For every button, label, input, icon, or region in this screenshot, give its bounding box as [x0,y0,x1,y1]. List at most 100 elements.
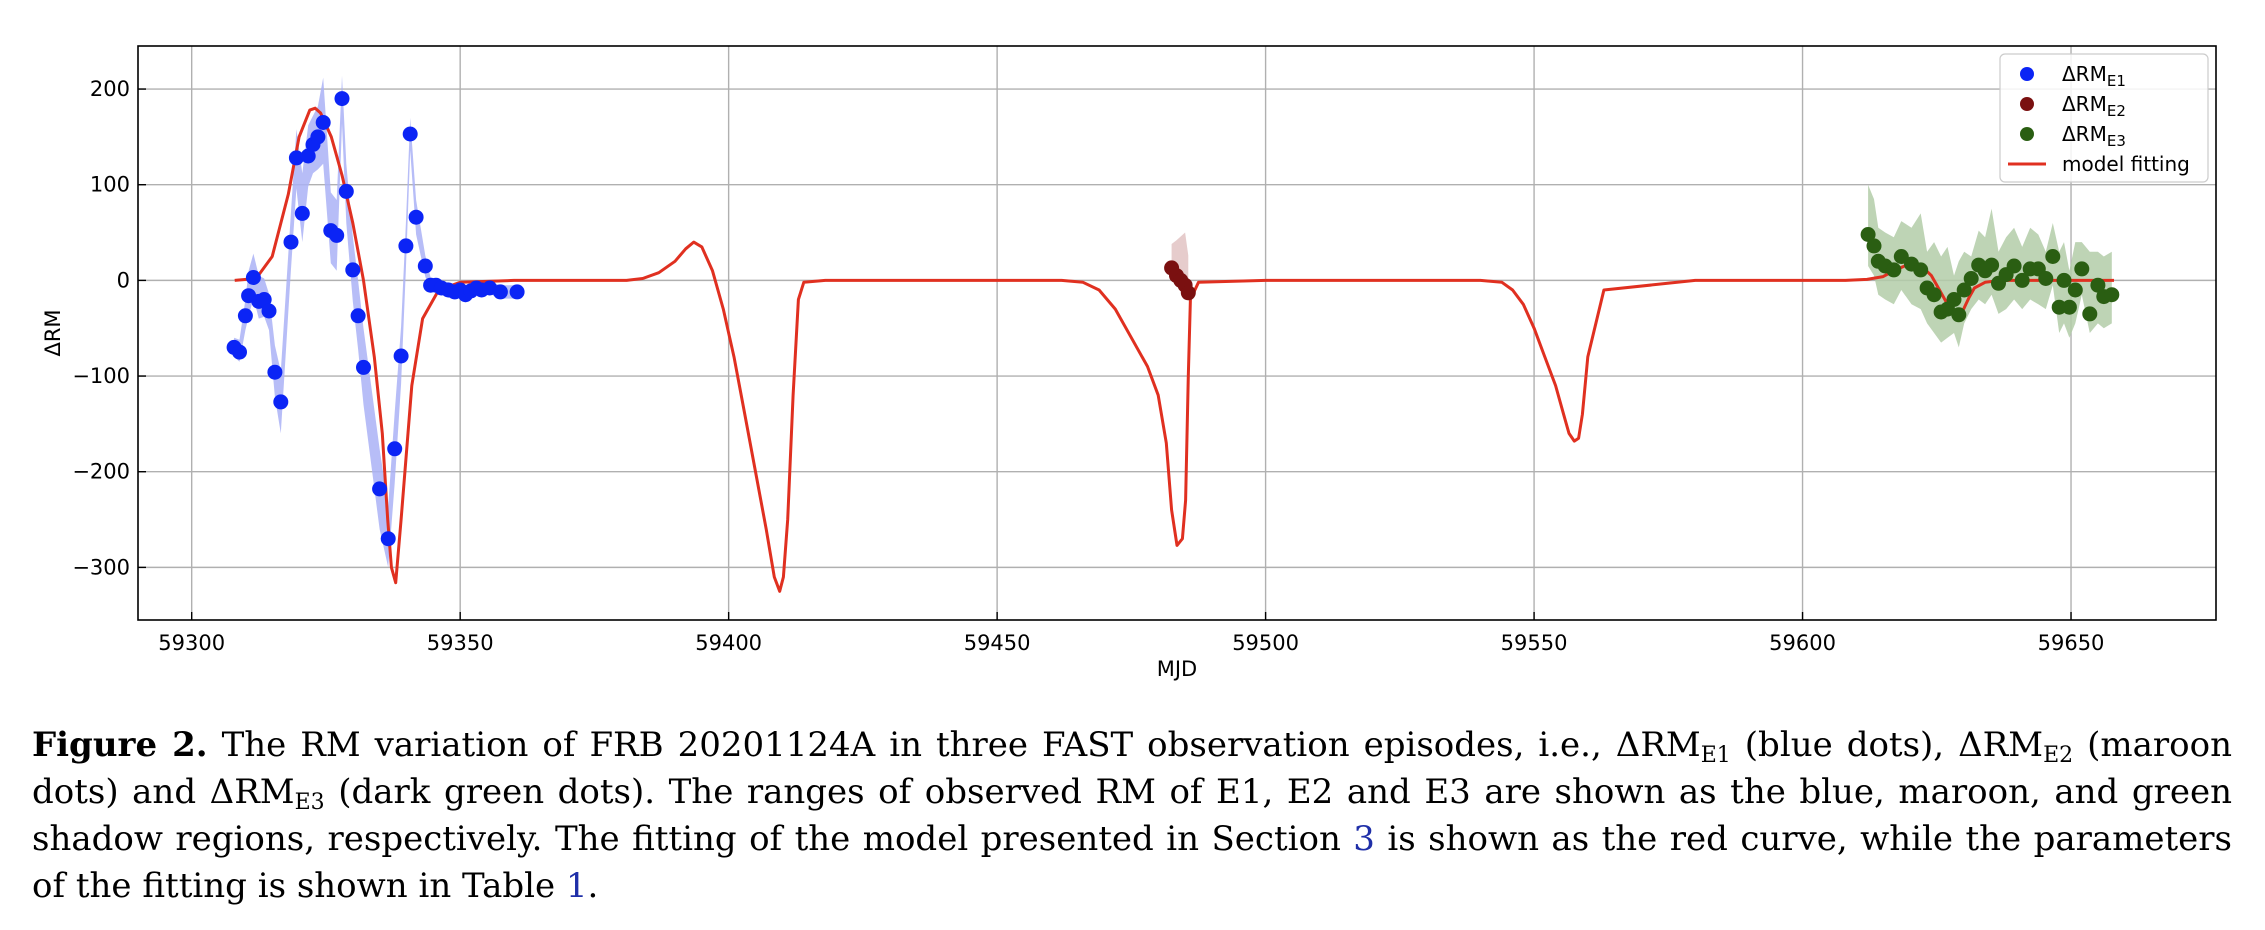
data-point-e1 [310,129,326,145]
legend-label-sub: E1 [2107,72,2126,90]
legend-marker [2020,67,2034,81]
data-point-e3 [2104,287,2120,303]
data-point-e1 [334,91,350,107]
data-point-e1 [329,227,345,243]
data-point-e1 [288,150,304,166]
data-point-e1 [267,364,283,380]
caption-sub-e2: E2 [2043,743,2074,768]
data-point-e1 [245,270,261,285]
data-point-e3 [2074,261,2090,277]
data-point-e1 [350,308,366,324]
legend-label-main: ΔRM [2062,92,2107,116]
grid [138,46,2216,620]
x-tick-label: 59650 [2038,631,2105,655]
data-point-e1 [283,234,299,250]
data-point-e1 [492,284,508,300]
x-tick-label: 59450 [964,631,1031,655]
x-tick-label: 59550 [1501,631,1568,655]
data-point-e1 [273,394,289,410]
x-tick-label: 59300 [158,631,225,655]
data-point-e3 [1893,249,1909,264]
data-point-e2 [1180,285,1196,301]
legend-label-main: model fitting [2062,152,2190,176]
model-fitting-curve [234,106,2114,593]
y-tick-label: 100 [90,173,130,197]
data-point-e1 [294,205,310,221]
data-point-e3 [2038,271,2054,286]
data-point-e3 [2006,258,2022,274]
data-point-e1 [338,183,354,199]
caption-text-2: (blue dots), ΔRM [1730,725,2044,765]
range-band-e1 [234,75,518,568]
y-tick-label: −300 [72,555,130,579]
caption-sub-e3: E3 [294,790,325,815]
data-point-e1 [398,238,414,254]
legend-marker [2020,127,2034,141]
y-axis-label: ΔRM [41,309,65,356]
table-reference-link[interactable]: 1 [565,866,588,906]
data-point-e1 [408,209,424,225]
legend-label-sub: E3 [2107,132,2126,150]
data-points [226,91,2120,547]
data-point-e3 [1886,262,1902,278]
caption-text-3: (maroon dots) and ΔRM [32,725,2232,812]
data-point-e1 [261,303,277,319]
data-point-e3 [2090,277,2106,293]
legend-label: ΔRME3 [2062,122,2126,150]
legend-label-main: ΔRM [2062,62,2107,86]
data-point-e1 [380,531,396,547]
plot-frame [137,45,2217,621]
data-point-e3 [1913,262,1929,278]
data-point-e1 [232,344,247,360]
legend-marker [2020,97,2034,111]
legend-label: ΔRME1 [2062,62,2126,90]
data-point-e1 [393,348,409,364]
caption-text-6: . [587,866,599,906]
y-tick-label: −100 [72,364,130,388]
data-point-e1 [387,441,403,457]
y-tick-label: 200 [90,77,130,101]
data-point-e3 [1926,287,1942,303]
legend-label: ΔRME2 [2062,92,2126,120]
data-point-e3 [1860,227,1876,242]
data-point-e3 [1984,257,2000,273]
y-tick-label: −200 [72,460,130,484]
section-reference-link[interactable]: 3 [1353,819,1375,859]
axis-ticks: 59300 59350 59400 59450 59500 59550 59600 59650… [72,77,2104,655]
data-point-e3 [2014,272,2030,288]
data-point-e3 [2061,299,2077,315]
caption-sub-e1: E1 [1700,743,1731,768]
x-axis-label: MJD [1157,657,1197,681]
data-point-e1 [237,308,253,324]
data-point-e3 [1946,292,1962,307]
data-point-e1 [315,115,331,130]
data-point-e3 [2056,272,2072,288]
data-point-e3 [2082,306,2098,322]
data-point-e3 [2067,282,2083,298]
rm-variation-chart: 59300 59350 59400 59450 59500 59550 59600 59650… [41,45,2217,681]
data-point-e3 [2045,249,2061,264]
data-point-e3 [1963,271,1979,286]
data-point-e1 [356,359,371,375]
caption-text-5: is shown as the red curve, while the par… [32,819,2232,906]
data-point-e1 [417,258,433,274]
legend-label-main: ΔRM [2062,122,2107,146]
legend-label-sub: E2 [2107,102,2126,120]
data-point-e1 [402,126,418,142]
data-point-e1 [509,284,525,300]
shaded-ranges [234,75,2112,568]
data-point-e1 [256,292,272,307]
caption-label: Figure 2. [32,725,208,765]
x-tick-label: 59500 [1232,631,1299,655]
data-point-e1 [372,481,388,497]
figure-caption: Figure 2. The RM variation of FRB 202011… [32,722,2232,910]
caption-text-4: (dark green dots). The ranges of observe… [32,772,2233,859]
x-tick-label: 59400 [695,631,762,655]
data-point-e3 [1956,282,1972,298]
data-point-e3 [1951,307,1967,323]
x-tick-label: 59600 [1769,631,1836,655]
legend-label: model fitting [2062,152,2190,176]
caption-text-1: The RM variation of FRB 20201124A in thr… [207,725,1701,765]
x-tick-label: 59350 [427,631,494,655]
